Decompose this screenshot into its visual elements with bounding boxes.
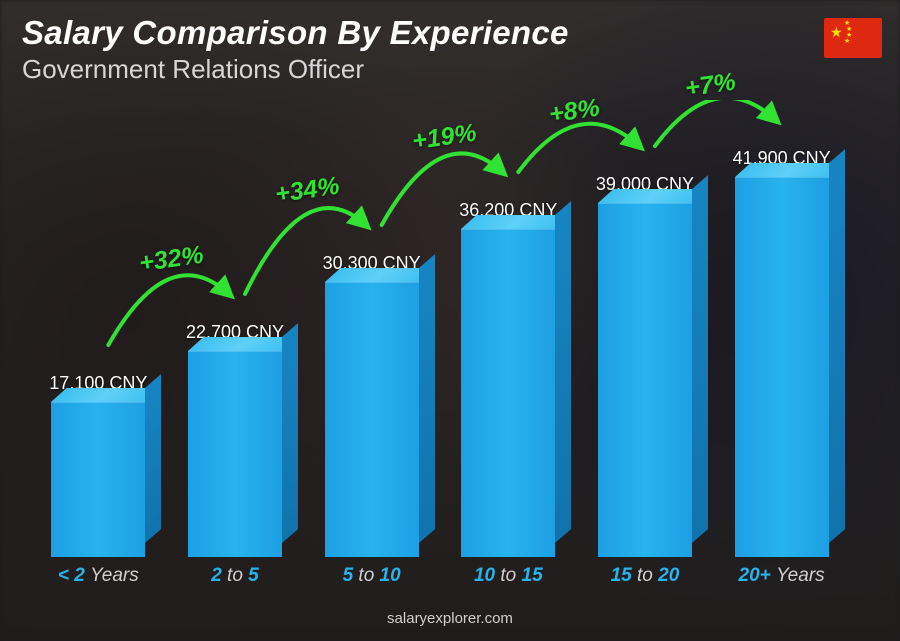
bar-top-face [325, 268, 435, 282]
bar-front-face [598, 203, 692, 557]
bars-container: 17,100 CNY22,700 CNY30,300 CNY36,200 CNY… [30, 117, 850, 557]
bar-3d [188, 351, 282, 557]
bar-3d [735, 177, 829, 557]
bar-front-face [735, 177, 829, 557]
flag-china: ★ ★ ★ ★★ [824, 18, 882, 58]
bar-group: 22,700 CNY [175, 322, 295, 557]
bar-side-face [145, 374, 161, 543]
bar-front-face [461, 229, 555, 557]
bar-group: 39,000 CNY [585, 174, 705, 557]
bar-3d [51, 402, 145, 557]
x-axis: < 2 Years 2 to 5 5 to 10 10 to 15 15 to 20 20… [30, 565, 850, 587]
bar-3d [598, 203, 692, 557]
bar-3d [325, 282, 419, 557]
bar-side-face [419, 254, 435, 543]
bar-front-face [51, 402, 145, 557]
footer-attribution: salaryexplorer.com [0, 610, 900, 627]
growth-pct-label: +7% [684, 68, 738, 104]
bar-3d [461, 229, 555, 557]
bar-front-face [188, 351, 282, 557]
bar-group: 30,300 CNY [312, 253, 432, 557]
x-axis-label: 2 to 5 [175, 565, 295, 587]
x-axis-label: 20+ Years [722, 565, 842, 587]
x-axis-label: 15 to 20 [585, 565, 705, 587]
bar-chart: 17,100 CNY22,700 CNY30,300 CNY36,200 CNY… [30, 100, 850, 587]
bar-side-face [555, 201, 571, 543]
bar-group: 36,200 CNY [448, 200, 568, 557]
infographic: Salary Comparison By Experience Governme… [0, 0, 900, 641]
page-title: Salary Comparison By Experience [22, 14, 569, 52]
bar-side-face [692, 175, 708, 543]
bar-side-face [282, 323, 298, 543]
x-axis-label: 10 to 15 [448, 565, 568, 587]
bar-group: 41,900 CNY [722, 148, 842, 557]
star-icon: ★ [830, 24, 843, 41]
page-subtitle: Government Relations Officer [22, 54, 364, 85]
bar-group: 17,100 CNY [38, 373, 158, 557]
x-axis-label: 5 to 10 [312, 565, 432, 587]
star-group-icon: ★ ★ ★★ [844, 21, 852, 45]
bar-top-face [735, 163, 845, 177]
bar-side-face [829, 149, 845, 543]
bar-front-face [325, 282, 419, 557]
x-axis-label: < 2 Years [38, 565, 158, 587]
